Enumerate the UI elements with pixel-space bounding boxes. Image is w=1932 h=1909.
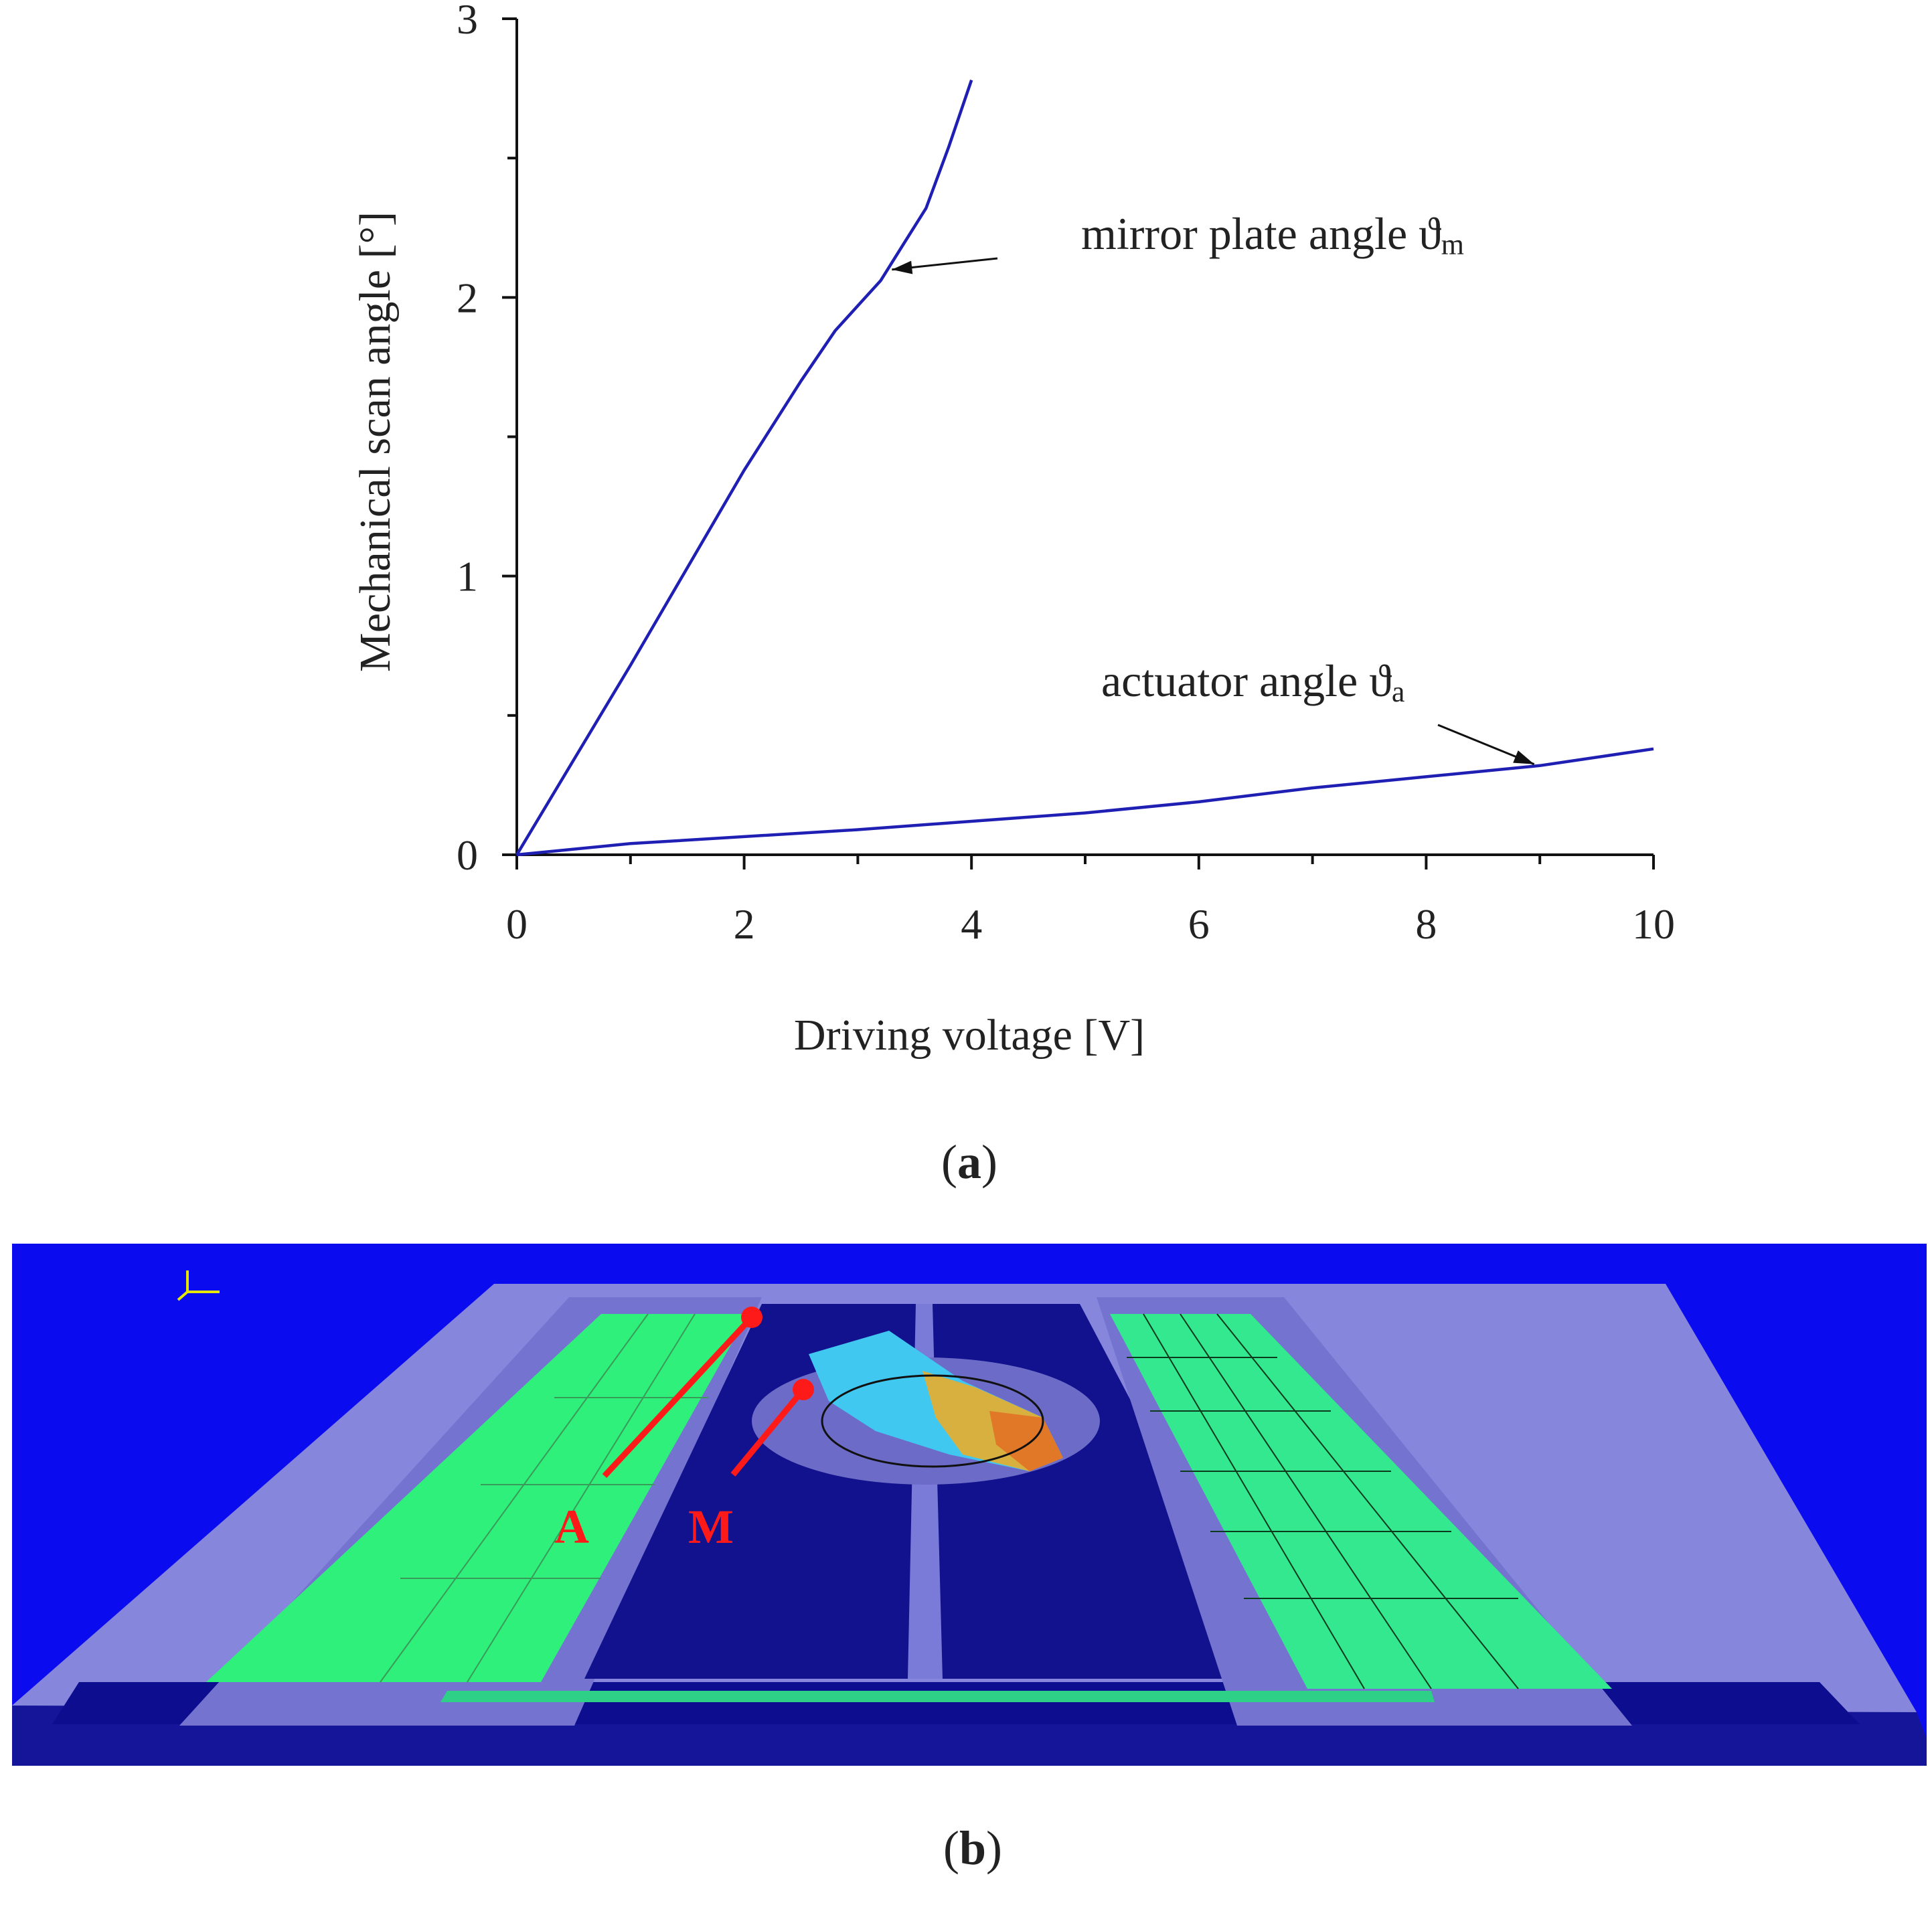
bottom-rail [440, 1691, 1435, 1702]
x-tick-label: 6 [1188, 900, 1210, 948]
series-line-actuator-angle [516, 747, 1654, 857]
chart-axes: 0 2 4 6 8 10 0 1 2 3 [457, 0, 1675, 948]
series-label-mirror-plate-angle: mirror plate angle ϑm [1081, 208, 1464, 261]
marker-label-M: M [688, 1500, 734, 1554]
series-line-mirror-plate-angle [515, 79, 973, 856]
chart-series-layer [515, 79, 1654, 857]
marker-A: A [554, 1307, 762, 1554]
y-tick-label: 0 [457, 831, 478, 879]
y-tick-label: 2 [457, 274, 478, 321]
coordinate-axes-icon [177, 1270, 220, 1301]
annotation-arrow-actuator [1437, 724, 1535, 766]
left-actuator [206, 1314, 748, 1682]
mirror-plate-deformed [809, 1331, 1063, 1471]
panel-label-a: (a) [941, 1135, 997, 1189]
mirror-outline-wireframe [821, 1374, 1044, 1468]
y-axis-title: Mechanical scan angle [°] [351, 212, 400, 672]
x-tick-label: 4 [961, 900, 982, 948]
x-tick-label: 0 [506, 900, 528, 948]
x-tick-label: 10 [1632, 900, 1675, 948]
x-tick-label: 2 [734, 900, 755, 948]
x-tick-label: 8 [1415, 900, 1437, 948]
chart-annotations: mirror plate angle ϑm actuator angle ϑa [892, 208, 1535, 766]
mems-mirror-deformation-figure: A M [12, 1244, 1927, 1766]
marker-label-A: A [554, 1500, 589, 1554]
series-label-actuator-angle: actuator angle ϑa [1101, 655, 1404, 708]
x-axis-title: Driving voltage [V] [794, 1011, 1145, 1060]
y-tick-label: 3 [457, 0, 478, 43]
marker-M: M [688, 1379, 814, 1554]
right-actuator-mesh [1127, 1313, 1519, 1689]
right-actuator [1110, 1314, 1612, 1689]
y-tick-label: 1 [457, 553, 478, 600]
line-chart: 0 2 4 6 8 10 0 1 2 3 mirror plate angle ϑm actuat… [351, 0, 1675, 1060]
annotation-arrow-mirror [892, 257, 998, 274]
panel-label-b: (b) [943, 1821, 1002, 1875]
left-actuator-mesh [380, 1313, 708, 1683]
